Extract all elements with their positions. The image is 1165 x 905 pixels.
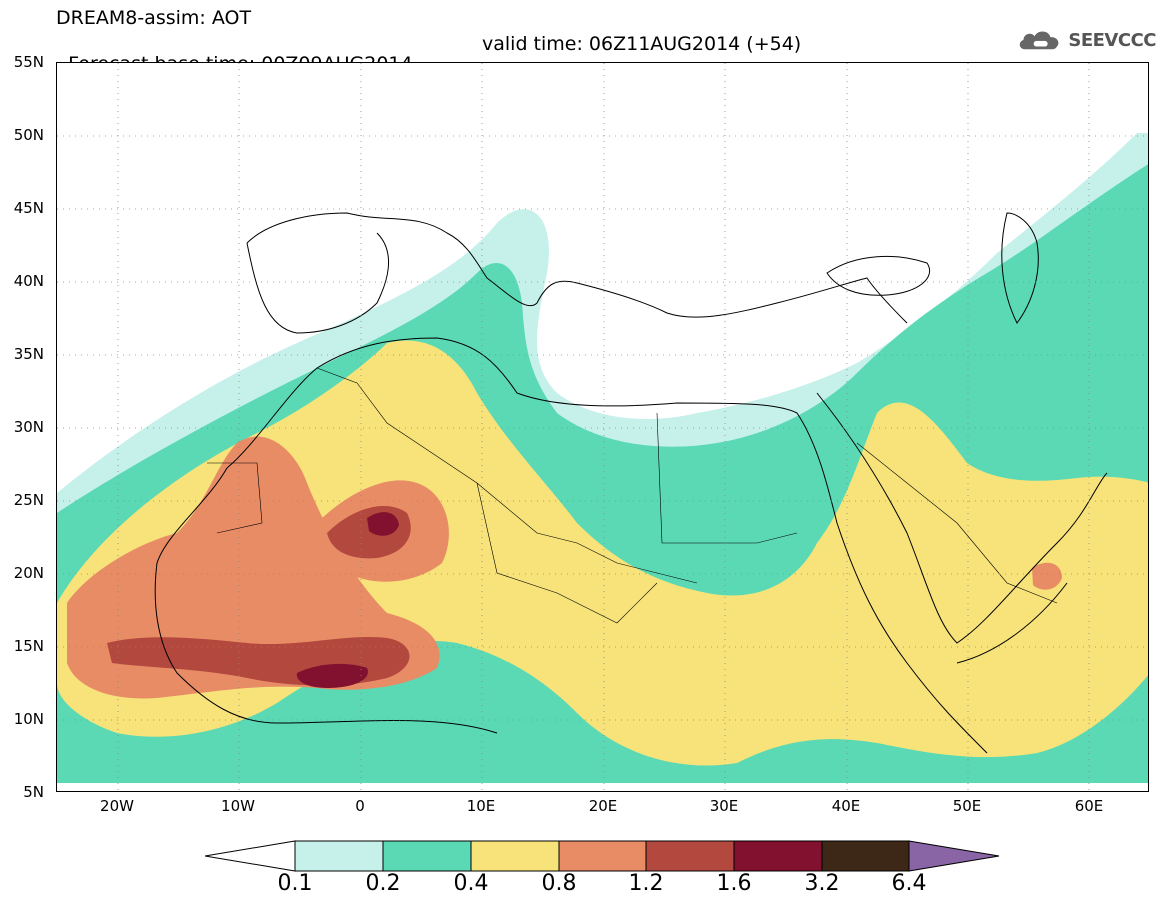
colorbar	[205, 840, 1000, 872]
aot-contours	[57, 133, 1148, 783]
lon-label: 10W	[221, 797, 255, 815]
aot-region-1-6-center	[367, 512, 399, 536]
lon-label: 50E	[952, 797, 982, 815]
aot-region-0-8-east	[1032, 562, 1062, 590]
colorbar-label: 1.2	[628, 871, 664, 896]
black-sea-coastline	[826, 256, 930, 296]
border-line	[856, 442, 1058, 604]
lon-label: 60E	[1074, 797, 1104, 815]
lat-label: 25N	[13, 491, 44, 509]
lat-label: 5N	[23, 783, 44, 801]
lat-label: 55N	[13, 53, 44, 71]
border-line	[476, 482, 658, 624]
lat-label: 30N	[13, 418, 44, 436]
colorbar-label: 6.4	[891, 871, 927, 896]
colorbar-segment	[470, 840, 560, 872]
colorbar-segment	[294, 840, 384, 872]
iberia-coastline	[246, 232, 390, 334]
border-line	[316, 367, 698, 584]
lat-label: 50N	[13, 126, 44, 144]
border-line	[656, 412, 798, 544]
lon-label: 0	[355, 797, 365, 815]
country-borders	[207, 367, 1058, 624]
colorbar-extend-high	[908, 840, 1000, 872]
colorbar-label: 0.2	[365, 871, 401, 896]
valid-time-text: valid time: 06Z11AUG2014 (+54)	[482, 33, 802, 55]
colorbar-segment	[645, 840, 735, 872]
logo-text: SEEVCCC	[1068, 29, 1156, 51]
map-title: DREAM8-assim: AOT	[56, 7, 252, 29]
colorbar-segment	[558, 840, 647, 872]
europe-coastline	[246, 212, 908, 324]
colorbar-label: 0.8	[541, 871, 577, 896]
caspian-coastline	[1001, 212, 1039, 324]
seevccc-logo: SEEVCCC	[1016, 24, 1156, 56]
lat-label: 20N	[13, 564, 44, 582]
lat-label: 10N	[13, 710, 44, 728]
arabia-coastline	[816, 392, 1108, 664]
colorbar-segment	[821, 840, 910, 872]
lat-label: 40N	[13, 272, 44, 290]
colorbar-label: 0.1	[277, 871, 313, 896]
colorbar-segment	[382, 840, 472, 872]
lat-label: 45N	[13, 199, 44, 217]
lon-label: 30E	[709, 797, 739, 815]
map-canvas	[57, 63, 1148, 791]
africa-coastline	[154, 337, 988, 754]
aot-region-1-6	[296, 663, 368, 688]
lon-label: 20W	[100, 797, 134, 815]
colorbar-extend-low	[205, 840, 296, 872]
cloud-icon	[1019, 31, 1059, 50]
coastlines	[154, 212, 1108, 754]
aot-map	[56, 62, 1149, 792]
lon-label: 40E	[831, 797, 861, 815]
colorbar-label: 3.2	[804, 871, 840, 896]
colorbar-segment	[733, 840, 823, 872]
border-line	[207, 462, 263, 534]
lon-label: 10E	[466, 797, 496, 815]
colorbar-label: 1.6	[716, 871, 752, 896]
colorbar-label: 0.4	[453, 871, 489, 896]
lat-label: 35N	[13, 345, 44, 363]
lat-label: 15N	[13, 637, 44, 655]
lon-label: 20E	[588, 797, 618, 815]
gridlines	[57, 63, 1148, 791]
